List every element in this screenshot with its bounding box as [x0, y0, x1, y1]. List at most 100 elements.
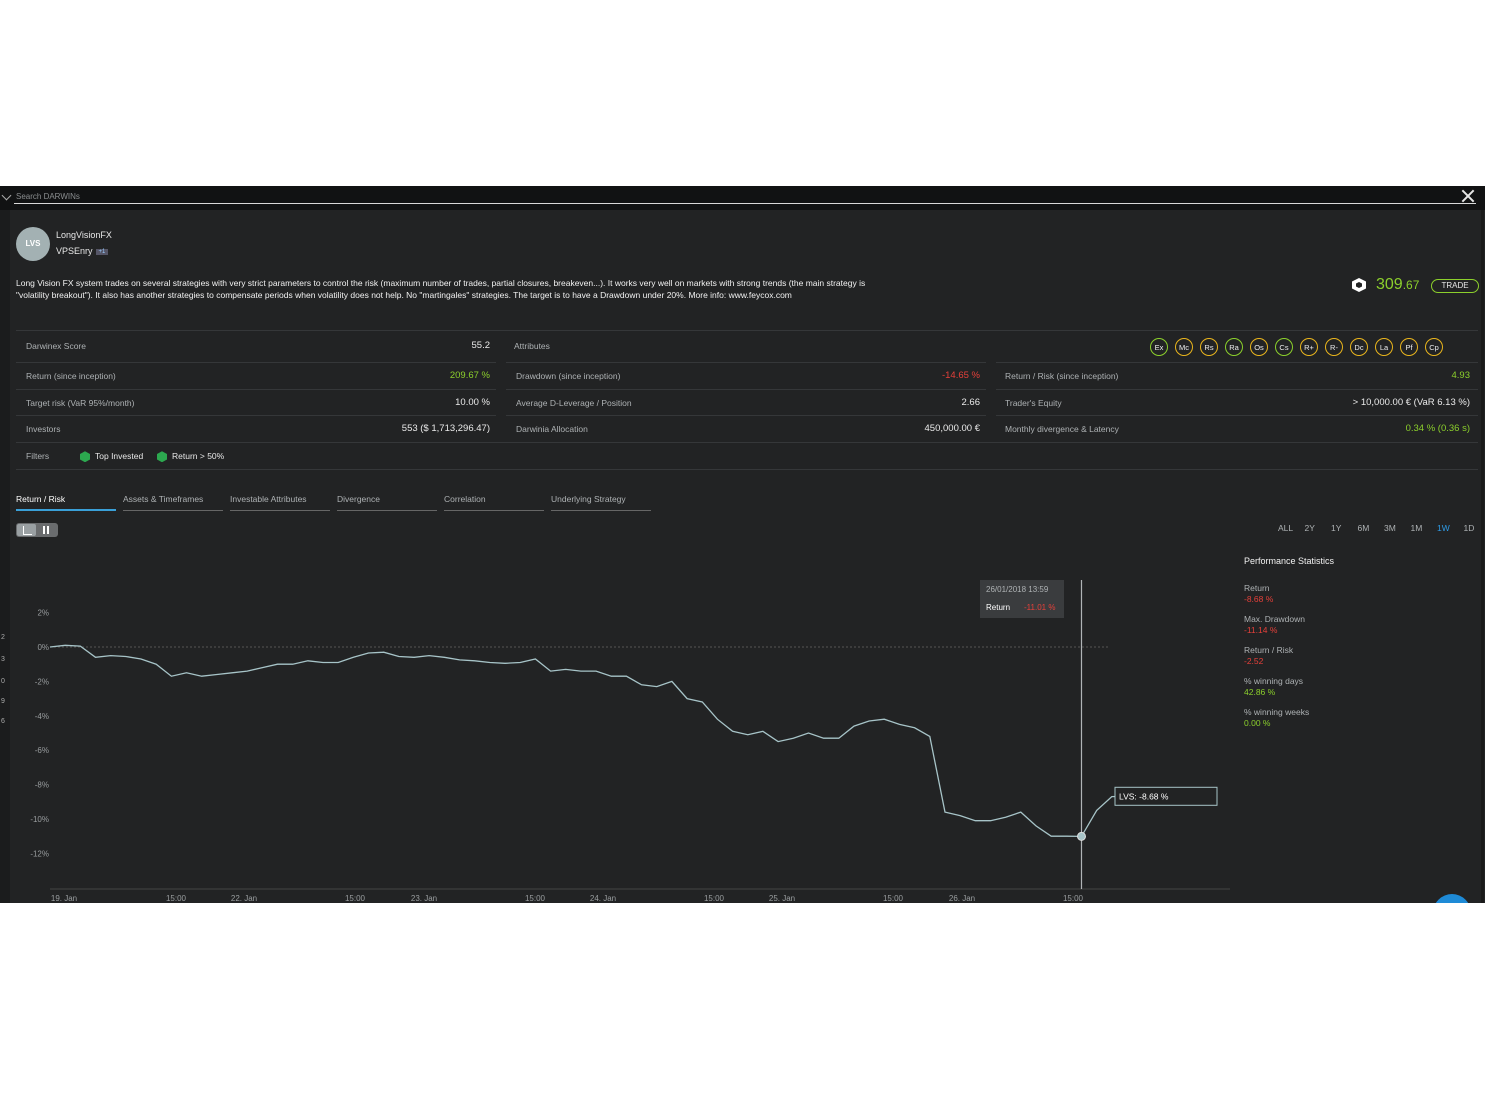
return-label: Return (since inception)	[26, 371, 116, 381]
tab-investable-attributes[interactable]: Investable Attributes	[230, 494, 330, 511]
filter-return-50[interactable]: Return > 50%	[157, 451, 225, 463]
x-tick-label: 24. Jan	[590, 894, 616, 903]
line-chart-button[interactable]	[17, 524, 36, 536]
attributes-list: Ex Mc Rs Ra Os Cs R+ R- Dc La Pf Cp	[1150, 338, 1443, 356]
filter-label: Top Invested	[95, 451, 144, 461]
close-icon[interactable]	[1460, 188, 1476, 204]
tooltip-date: 26/01/2018 13:59	[986, 585, 1049, 594]
search-input[interactable]	[14, 189, 1476, 204]
y-tick-label: 2%	[37, 609, 49, 618]
hexagon-icon	[157, 451, 167, 463]
y-tick-label: 0%	[37, 643, 49, 652]
x-tick-label: 22. Jan	[231, 894, 257, 903]
filters-label: Filters	[26, 451, 50, 461]
tab-return-risk[interactable]: Return / Risk	[16, 494, 116, 511]
attribute-badge[interactable]: R+	[1300, 338, 1318, 356]
attribute-badge[interactable]: Rs	[1200, 338, 1218, 356]
attribute-badge[interactable]: La	[1375, 338, 1393, 356]
scrollbar[interactable]	[1481, 210, 1484, 903]
perf-label: % winning weeks	[1244, 707, 1310, 717]
allocation-value: 450,000.00 €	[924, 423, 980, 434]
series-label: LVS: -8.68 %	[1119, 791, 1169, 801]
series-label-box	[1114, 786, 1218, 806]
range-1y[interactable]: 1Y	[1331, 523, 1342, 533]
range-1d[interactable]: 1D	[1463, 523, 1475, 533]
perf-value: -2.52	[1244, 656, 1264, 666]
perf-label: % winning days	[1244, 676, 1304, 686]
chart-type-toggle[interactable]	[16, 523, 58, 537]
time-range-selector: ALL 2Y 1Y 6M 3M 1M 1W 1D	[1278, 523, 1485, 533]
edge-char: 2	[1, 634, 5, 641]
return-chart[interactable]: 2% 0% -2% -4% -6% -8% -10% -12% 19. Jan 15:00 22. …	[0, 576, 1240, 903]
darwin-description: Long Vision FX system trades on several …	[16, 278, 866, 300]
tab-bar: Return / Risk Assets & Timeframes Investab…	[16, 494, 658, 511]
range-1w[interactable]: 1W	[1437, 523, 1450, 533]
trader-badge: +1	[95, 248, 109, 255]
tab-divergence[interactable]: Divergence	[337, 494, 437, 511]
score-label: Darwinex Score	[26, 341, 86, 351]
price-integer: 309	[1376, 276, 1403, 293]
attribute-badge[interactable]: Cp	[1425, 338, 1443, 356]
attribute-badge[interactable]: R-	[1325, 338, 1343, 356]
tab-underlying-strategy[interactable]: Underlying Strategy	[551, 494, 651, 511]
drawdown-value: -14.65 %	[941, 370, 980, 381]
tab-assets-timeframes[interactable]: Assets & Timeframes	[123, 494, 223, 511]
chat-button[interactable]	[1433, 894, 1471, 903]
filter-top-invested[interactable]: Top Invested	[80, 451, 144, 463]
investors-value: 553 ($ 1,713,296.47)	[401, 423, 490, 434]
tab-correlation[interactable]: Correlation	[444, 494, 544, 511]
attribute-badge[interactable]: Ex	[1150, 338, 1168, 356]
x-tick-label: 15:00	[1063, 894, 1084, 903]
return-value: 209.67 %	[449, 370, 490, 381]
attribute-badge[interactable]: Dc	[1350, 338, 1368, 356]
investors-label: Investors	[26, 424, 61, 434]
attribute-badge[interactable]: Pf	[1400, 338, 1418, 356]
score-value: 55.2	[471, 340, 491, 351]
perf-label: Return / Risk	[1244, 645, 1294, 655]
edge-char: 3	[1, 656, 5, 663]
darwin-hexagon-icon	[1352, 278, 1366, 292]
edge-char: 9	[1, 698, 5, 705]
leverage-value: 2.66	[961, 397, 981, 408]
avatar: LVS	[16, 227, 50, 261]
trader-label: VPSEnry	[56, 246, 93, 256]
range-1m[interactable]: 1M	[1410, 523, 1423, 533]
y-tick-label: -2%	[35, 677, 49, 686]
y-tick-label: -12%	[30, 849, 49, 858]
x-tick-label: 15:00	[883, 894, 904, 903]
candle-chart-button[interactable]	[37, 524, 56, 536]
attribute-badge[interactable]: Cs	[1275, 338, 1293, 356]
drawdown-label: Drawdown (since inception)	[516, 371, 621, 381]
x-tick-label: 15:00	[345, 894, 366, 903]
leverage-label: Average D-Leverage / Position	[516, 398, 632, 408]
edge-char: 6	[1, 718, 5, 725]
x-tick-label: 19. Jan	[51, 894, 77, 903]
trade-button[interactable]: TRADE	[1431, 279, 1479, 293]
x-tick-label: 15:00	[704, 894, 725, 903]
darwin-price: 309.67	[1376, 276, 1419, 294]
range-3m[interactable]: 3M	[1384, 523, 1396, 533]
divergence-label: Monthly divergence & Latency	[1005, 424, 1119, 434]
return-risk-value: 4.93	[1451, 370, 1471, 381]
attribute-badge[interactable]: Mc	[1175, 338, 1193, 356]
perf-value: -11.14 %	[1244, 625, 1278, 635]
attribute-badge[interactable]: Ra	[1225, 338, 1243, 356]
range-all[interactable]: ALL	[1278, 523, 1294, 533]
range-2y[interactable]: 2Y	[1304, 523, 1315, 533]
return-risk-label: Return / Risk (since inception)	[1005, 371, 1119, 381]
chevron-down-icon[interactable]	[1, 190, 12, 201]
darwin-name: LongVisionFX	[56, 230, 112, 240]
x-tick-label: 15:00	[166, 894, 187, 903]
attribute-badge[interactable]: Os	[1250, 338, 1268, 356]
filter-label: Return > 50%	[172, 451, 225, 461]
perf-value: -8.68 %	[1244, 594, 1274, 604]
perf-value: 42.86 %	[1244, 687, 1276, 697]
range-6m[interactable]: 6M	[1357, 523, 1370, 533]
edge-char: 0	[1, 678, 5, 685]
x-tick-label: 15:00	[525, 894, 546, 903]
x-tick-label: 23. Jan	[411, 894, 437, 903]
line-chart-icon	[23, 526, 32, 535]
hexagon-icon	[80, 451, 90, 463]
equity-value: > 10,000.00 € (VaR 6.13 %)	[1352, 397, 1470, 408]
trader-name: VPSEnry +1	[56, 246, 109, 256]
